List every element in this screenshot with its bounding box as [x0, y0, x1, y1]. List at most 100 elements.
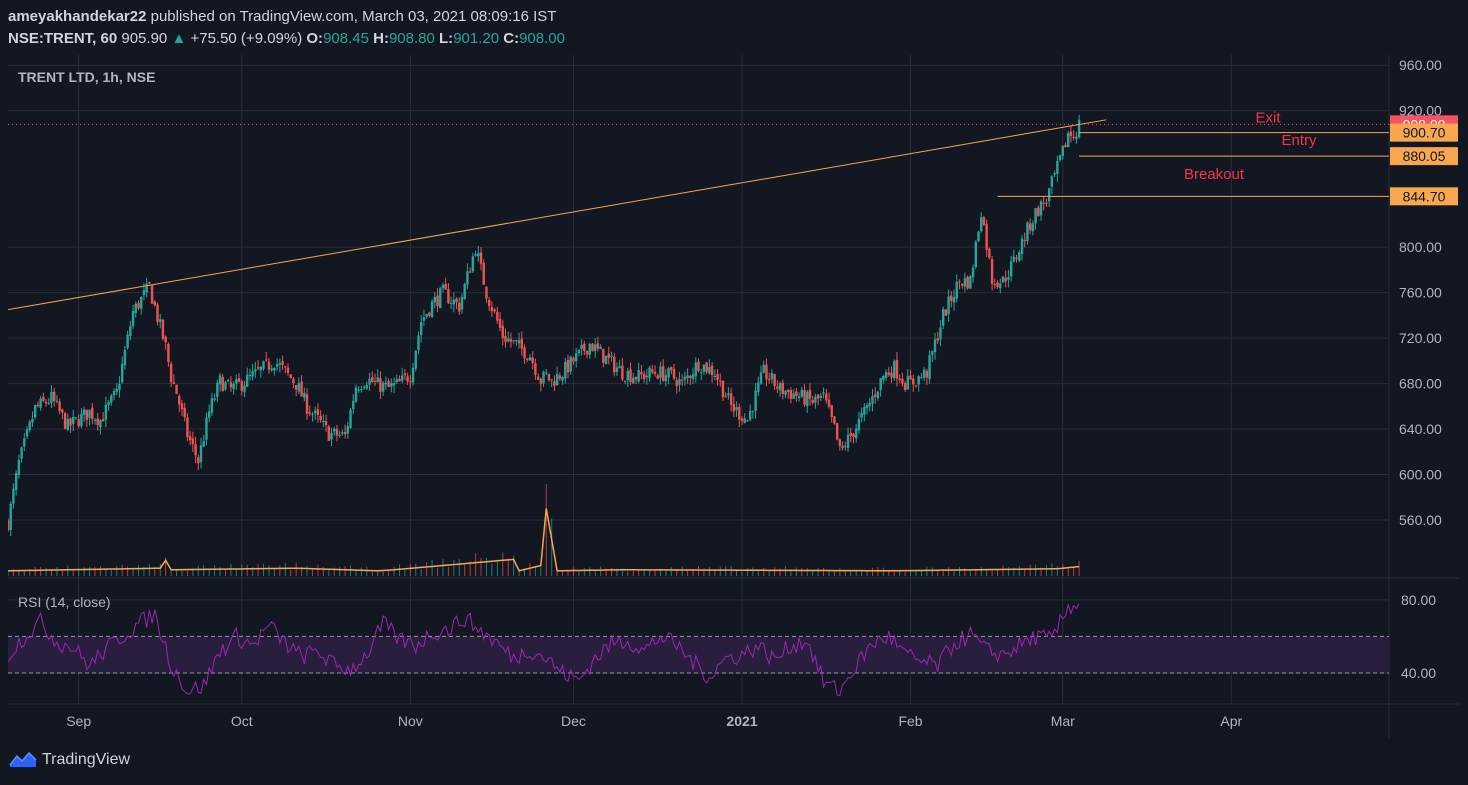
chart-pane[interactable]: 960.00 920.00 800.00 760.00 720.00 680.00 640.… [6, 55, 1459, 738]
low-value: 901.20 [453, 30, 500, 47]
candle-body [618, 366, 621, 369]
candle-body [762, 364, 765, 373]
candle-body [838, 439, 842, 446]
volume-series [7, 483, 1080, 576]
candle-body [884, 372, 888, 378]
candle-body [531, 357, 534, 364]
candle-body [797, 396, 801, 399]
candle-body [512, 340, 515, 342]
candle-body [1001, 276, 1005, 283]
candle-body [879, 378, 882, 390]
candle-body [1020, 238, 1024, 254]
candle-body [357, 389, 360, 391]
candle-body [789, 390, 793, 399]
candle-body [757, 382, 760, 393]
candle-body [498, 318, 502, 328]
candle-body [23, 438, 26, 447]
price-chart-svg[interactable]: 960.00 920.00 800.00 760.00 720.00 680.00 640.… [6, 55, 1459, 738]
candle-body [784, 391, 787, 395]
candle-body [343, 432, 347, 435]
candle-body [955, 281, 958, 299]
candle-body [874, 394, 877, 397]
open-value: 908.45 [323, 30, 369, 47]
candle-body [637, 369, 640, 382]
candle-body [602, 348, 605, 363]
candle-body [142, 290, 146, 296]
candle-body [990, 259, 994, 284]
candle-body [248, 374, 252, 376]
candle-body [596, 343, 600, 349]
brand-name[interactable]: TradingView [42, 751, 131, 768]
candle-body [871, 396, 874, 404]
candle-body [928, 355, 931, 380]
low-label: L: [439, 30, 454, 47]
candle-body [17, 460, 21, 475]
candle-body [1050, 176, 1054, 187]
last-price: 905.90 [121, 30, 168, 47]
candle-body [1042, 202, 1045, 204]
candle-body [844, 446, 847, 448]
candle-body [286, 367, 290, 373]
candle-body [697, 361, 700, 372]
candle-body [713, 375, 717, 378]
candle-body [920, 376, 923, 378]
candle-body [523, 347, 526, 359]
candle-body [738, 406, 741, 420]
candle-body [895, 359, 899, 379]
candle-body [719, 380, 722, 382]
candle-body [330, 432, 333, 440]
candle-body [694, 362, 697, 377]
candle-body [1077, 119, 1081, 138]
candle-body [702, 364, 706, 372]
candle-body [284, 366, 287, 368]
price-series [6, 115, 1081, 537]
candle-body [31, 418, 34, 423]
candle-body [55, 400, 59, 402]
candle-body [1056, 160, 1059, 174]
high-label: H: [373, 30, 389, 47]
candle-body [901, 378, 904, 384]
candle-body [776, 386, 779, 389]
time-tick-label: Nov [398, 713, 423, 729]
candle-body [414, 350, 417, 369]
candle-body [210, 398, 214, 413]
candle-body [1015, 257, 1018, 259]
candle-body [482, 262, 485, 285]
candle-body [800, 389, 804, 397]
candle-body [411, 367, 415, 383]
candle-body [53, 391, 56, 401]
candle-body [648, 367, 651, 378]
candle-body [240, 381, 243, 391]
candle-body [545, 372, 548, 374]
candle-body [781, 382, 784, 394]
candle-body [735, 407, 738, 410]
candle-body [1045, 202, 1048, 204]
author-name[interactable]: ameyakhandekar22 [8, 8, 147, 25]
candle-body [860, 412, 863, 418]
price-tick-label: 800.00 [1399, 239, 1442, 255]
candle-body [80, 413, 83, 427]
candle-body [811, 399, 814, 404]
candle-body [553, 381, 556, 386]
annotation-entry: Entry [1281, 132, 1317, 149]
candle-body [700, 372, 703, 374]
candle-body [1039, 201, 1043, 216]
candle-body [115, 388, 118, 392]
candle-body [379, 378, 382, 392]
candle-body [944, 309, 948, 316]
candle-body [751, 411, 755, 413]
candle-body [12, 488, 15, 504]
candle-body [72, 416, 75, 424]
candle-body [392, 382, 396, 386]
candle-body [876, 391, 880, 399]
price-tick-label: 720.00 [1399, 330, 1442, 346]
candle-body [882, 375, 885, 381]
candle-body [1004, 277, 1007, 282]
rsi-band-fill [8, 636, 1389, 673]
candle-body [183, 407, 186, 417]
candle-body [1037, 207, 1040, 217]
candle-body [202, 441, 205, 447]
candle-body [939, 327, 942, 340]
candle-body [550, 379, 553, 381]
time-tick-label: Oct [231, 713, 253, 729]
